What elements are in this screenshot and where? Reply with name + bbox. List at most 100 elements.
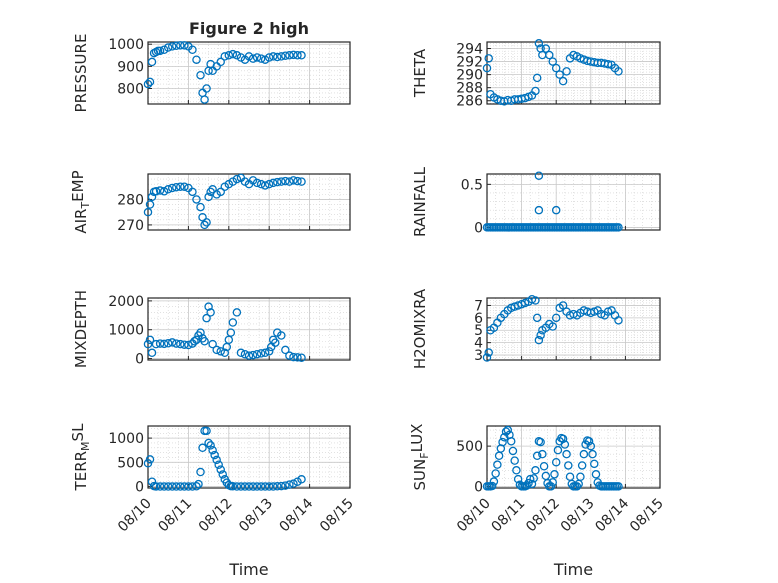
y-tick-label: 280 [117, 192, 144, 208]
data-point [281, 345, 290, 355]
data-point [285, 51, 294, 60]
data-point [192, 195, 201, 204]
data-point [188, 45, 197, 55]
data-point [232, 51, 242, 60]
data-point [289, 176, 298, 185]
data-point [192, 482, 201, 491]
data-point [562, 449, 571, 459]
data-point [228, 318, 238, 327]
data-point [202, 84, 211, 93]
data-point [297, 475, 306, 484]
data-point [196, 70, 205, 80]
y-axis-label: MIXDEPTH [72, 290, 90, 368]
data-point [534, 205, 544, 215]
data-point [532, 451, 542, 461]
y-tick-label: 0.5 [461, 177, 483, 193]
data-point [204, 192, 213, 202]
data-point [268, 52, 278, 61]
data-point [551, 63, 561, 73]
data-point [202, 426, 211, 436]
data-point [264, 347, 274, 356]
data-point [534, 171, 544, 180]
data-point [236, 348, 246, 358]
x-tick-label: 08/11 [489, 496, 529, 536]
data-point [588, 449, 597, 459]
data-point [180, 340, 189, 349]
data-point [236, 482, 246, 491]
data-point [551, 313, 561, 323]
x-tick-label: 08/10 [115, 496, 155, 536]
data-point [614, 316, 623, 325]
data-point [232, 482, 242, 491]
data-point [172, 182, 181, 192]
data-point [176, 182, 185, 191]
data-point [248, 54, 258, 63]
data-point [548, 322, 557, 331]
data-point [558, 434, 568, 444]
data-point [184, 482, 193, 491]
x-tick-label: 08/10 [454, 496, 494, 536]
data-point [506, 437, 516, 446]
data-point [260, 181, 270, 190]
data-point [216, 57, 225, 67]
data-point [484, 54, 493, 63]
y-tick-label: 5 [474, 323, 483, 339]
data-point [297, 353, 306, 362]
y-tick-label: 0 [135, 480, 144, 496]
y-tick-label: 900 [117, 59, 144, 75]
data-point [172, 41, 181, 51]
data-point [264, 482, 274, 491]
x-axis-label: Time [228, 560, 268, 579]
data-point [155, 46, 165, 56]
y-axis-label: RAINFALL [411, 166, 429, 237]
data-point [163, 482, 173, 491]
data-point [260, 482, 270, 491]
data-point [202, 313, 211, 323]
data-point [256, 482, 266, 491]
data-point [208, 339, 217, 349]
x-tick-label: 08/15 [317, 496, 357, 536]
data-point [200, 337, 209, 346]
data-point [527, 479, 537, 489]
data-point [551, 457, 561, 467]
data-point [208, 185, 217, 194]
data-point [224, 51, 234, 60]
data-point [293, 176, 302, 186]
data-point [541, 44, 551, 53]
data-point [163, 339, 173, 348]
data-point [531, 296, 540, 305]
data-point [214, 460, 223, 469]
y-tick-label: 290 [456, 68, 483, 84]
data-point [228, 49, 238, 59]
data-point [172, 339, 181, 348]
data-point [491, 469, 500, 478]
data-point [532, 313, 542, 323]
data-point [289, 50, 298, 60]
data-point [564, 461, 573, 470]
data-point [536, 330, 545, 340]
data-point [236, 53, 246, 62]
x-tick-label: 08/13 [236, 496, 276, 536]
y-axis-label: TERRMSL [69, 423, 92, 492]
data-point [614, 482, 623, 491]
data-point [603, 59, 613, 69]
y-tick-label: 7 [474, 298, 483, 314]
data-point [220, 348, 230, 358]
data-point [293, 353, 302, 362]
data-point [285, 351, 294, 360]
data-point [159, 482, 169, 491]
data-point [584, 437, 594, 446]
data-point [252, 482, 262, 491]
data-point [232, 308, 242, 317]
data-point [577, 461, 587, 470]
data-point [202, 218, 211, 227]
data-point [256, 179, 266, 189]
data-point [240, 482, 250, 491]
y-tick-label: 800 [117, 82, 144, 98]
y-tick-label: 500 [117, 455, 144, 471]
data-point [591, 470, 601, 479]
data-point [548, 57, 557, 66]
data-point [159, 45, 169, 55]
data-point [264, 179, 274, 189]
